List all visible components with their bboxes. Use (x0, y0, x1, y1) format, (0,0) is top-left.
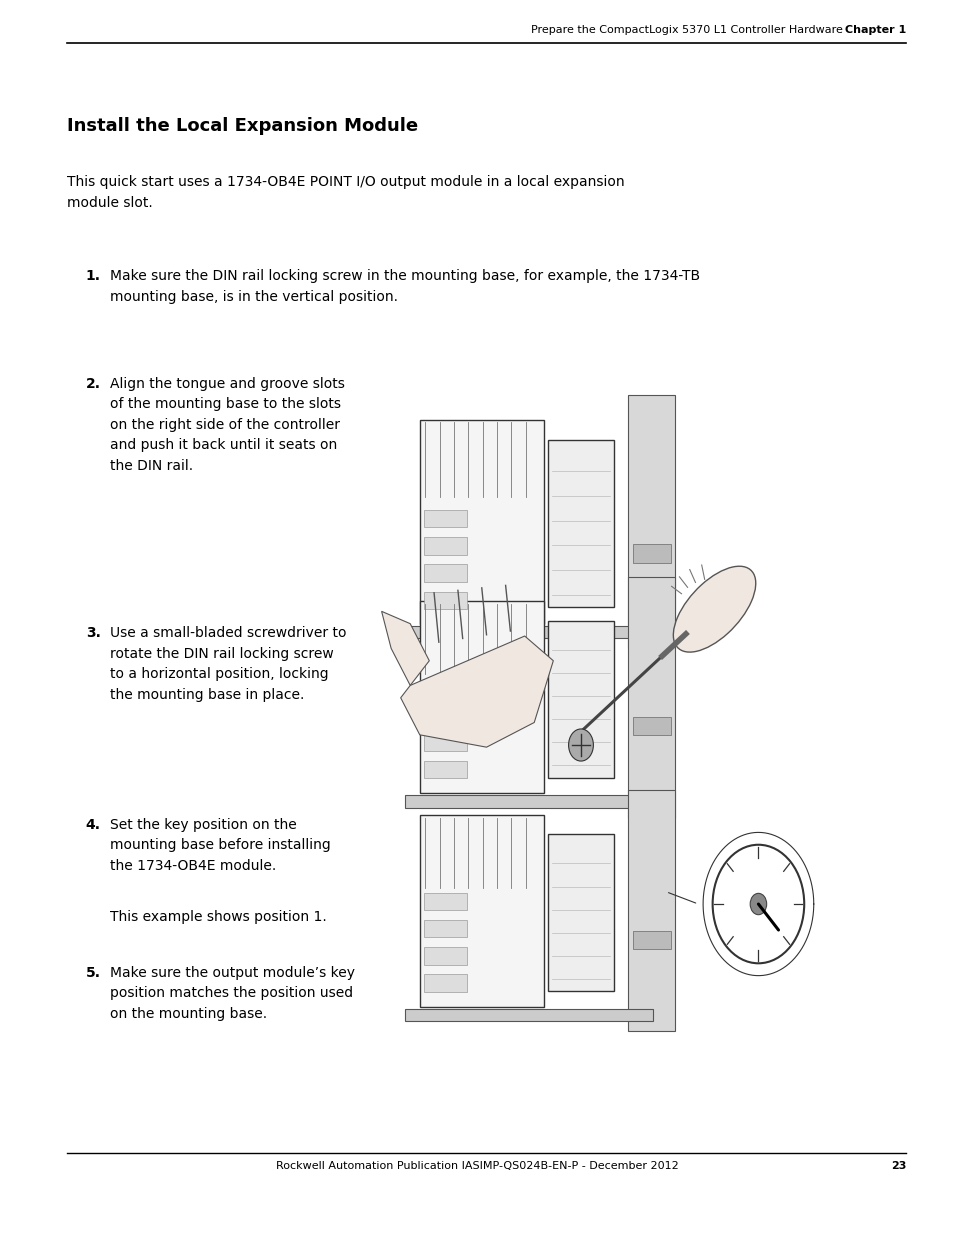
Bar (627, 395, 675, 648)
Text: This example shows position 1.: This example shows position 1. (110, 910, 326, 924)
Text: Make sure the DIN rail locking screw in the mounting base, for example, the 1734: Make sure the DIN rail locking screw in … (110, 269, 700, 304)
Bar (419, 815, 543, 1007)
Text: 5.: 5. (86, 966, 101, 979)
Bar (405, 626, 653, 638)
Polygon shape (381, 611, 429, 685)
Bar (547, 620, 614, 778)
Bar (627, 790, 675, 1031)
Bar (405, 1009, 653, 1021)
Bar (423, 510, 467, 527)
Bar (423, 974, 467, 992)
Text: Chapter 1: Chapter 1 (844, 25, 905, 35)
Bar (423, 920, 467, 937)
Text: Align the tongue and groove slots
of the mounting base to the slots
on the right: Align the tongue and groove slots of the… (110, 377, 344, 473)
Text: Make sure the output module’s key
position matches the position used
on the moun: Make sure the output module’s key positi… (110, 966, 355, 1021)
Ellipse shape (673, 566, 755, 652)
Bar (423, 734, 467, 751)
Bar (632, 543, 670, 563)
Bar (419, 601, 543, 793)
Text: Install the Local Expansion Module: Install the Local Expansion Module (67, 117, 417, 136)
Bar (423, 537, 467, 555)
Bar (405, 795, 653, 808)
Bar (627, 577, 675, 818)
Text: Use a small-bladed screwdriver to
rotate the DIN rail locking screw
to a horizon: Use a small-bladed screwdriver to rotate… (110, 626, 346, 701)
Bar (547, 441, 614, 608)
Circle shape (712, 845, 803, 963)
Text: Rockwell Automation Publication IASIMP-QS024B-EN-P - December 2012: Rockwell Automation Publication IASIMP-Q… (275, 1161, 678, 1171)
Bar (547, 835, 614, 992)
Bar (423, 761, 467, 778)
Text: 1.: 1. (86, 269, 101, 283)
Circle shape (749, 893, 766, 915)
Bar (423, 679, 467, 697)
Bar (423, 947, 467, 965)
Text: 23: 23 (890, 1161, 905, 1171)
Circle shape (568, 729, 593, 761)
Bar (632, 931, 670, 948)
Text: This quick start uses a 1734-OB4E POINT I/O output module in a local expansion
m: This quick start uses a 1734-OB4E POINT … (67, 175, 624, 210)
Text: Prepare the CompactLogix 5370 L1 Controller Hardware: Prepare the CompactLogix 5370 L1 Control… (530, 25, 845, 35)
Bar (423, 706, 467, 724)
Text: Set the key position on the
mounting base before installing
the 1734-OB4E module: Set the key position on the mounting bas… (110, 818, 330, 873)
Bar (423, 592, 467, 609)
Polygon shape (400, 636, 553, 747)
Text: 3.: 3. (86, 626, 101, 640)
Bar (419, 420, 543, 624)
Bar (632, 716, 670, 736)
Text: 2.: 2. (86, 377, 101, 390)
Bar (423, 564, 467, 582)
Bar (423, 893, 467, 910)
Text: 4.: 4. (86, 818, 101, 831)
